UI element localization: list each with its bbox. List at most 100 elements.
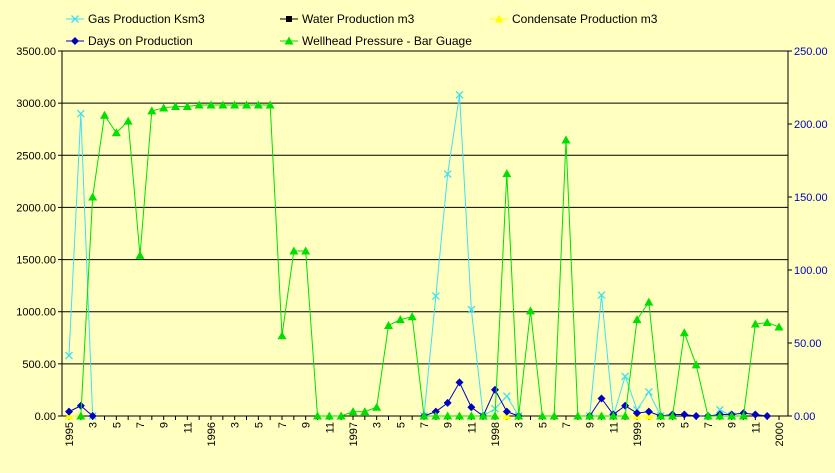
- series-layer: [64, 90, 784, 420]
- data-point: [348, 407, 358, 416]
- data-point: [620, 411, 630, 420]
- data-point: [751, 410, 760, 419]
- data-point: [597, 411, 606, 420]
- gridlines: [62, 50, 788, 365]
- data-point: [265, 100, 275, 109]
- data-point: [467, 403, 476, 412]
- x-tick-label: 5: [253, 422, 265, 428]
- legend-label: Gas Production Ksm3: [88, 12, 205, 26]
- data-point: [526, 306, 535, 315]
- x-tick-label: 9: [443, 422, 455, 428]
- data-point: [218, 100, 228, 109]
- data-point: [644, 388, 653, 396]
- x-tick-label: 3: [372, 422, 384, 428]
- data-point: [739, 411, 748, 420]
- data-point: [384, 320, 393, 329]
- legend: Gas Production Ksm3 Water Production m3 Co…: [66, 12, 658, 48]
- left-tick-label: 1500.00: [16, 255, 56, 267]
- data-point: [455, 411, 464, 420]
- left-tick-label: 2500.00: [16, 150, 56, 162]
- right-tick-label: 50.00: [794, 338, 822, 350]
- data-point: [159, 103, 169, 112]
- data-point: [147, 106, 157, 115]
- data-point: [443, 398, 452, 407]
- x-tick-label: 9: [301, 422, 313, 428]
- data-point: [171, 101, 180, 110]
- data-point: [774, 322, 784, 331]
- data-point: [65, 407, 73, 416]
- series-line: [589, 397, 768, 417]
- data-point: [372, 402, 382, 411]
- data-point: [763, 412, 772, 420]
- x-tick-label: 1996: [206, 422, 218, 446]
- x-tick-label: 1995: [64, 422, 76, 446]
- legend-item-gas-production-ksm3: Gas Production Ksm3: [66, 12, 205, 26]
- right-tick-label: 100.00: [794, 265, 828, 277]
- right-tick-label: 0.00: [794, 411, 815, 423]
- data-point: [537, 411, 547, 420]
- legend-label: Condensate Production m3: [512, 12, 658, 26]
- data-point: [194, 100, 204, 109]
- x-tick-label: 11: [182, 422, 194, 433]
- data-point: [242, 100, 251, 109]
- x-tick-label: 1997: [348, 422, 360, 446]
- x-tick-label: 7: [419, 422, 431, 428]
- x-tick-label: 9: [585, 422, 597, 428]
- data-point: [679, 328, 689, 337]
- data-point: [455, 90, 464, 99]
- x-tick-label: 3: [88, 422, 100, 428]
- data-point: [206, 100, 216, 109]
- left-tick-label: 3500.00: [16, 46, 56, 58]
- data-point: [100, 110, 109, 119]
- data-point: [502, 169, 512, 178]
- x-tick-label: 2000: [774, 422, 786, 446]
- x-tick-label: 3: [514, 422, 526, 428]
- x-tick-label: 11: [324, 422, 336, 433]
- right-tick-label: 200.00: [794, 119, 828, 131]
- data-point: [585, 411, 595, 420]
- data-point: [750, 319, 760, 328]
- legend-marker: [494, 14, 504, 23]
- legend-item-days-on-production: Days on Production: [66, 34, 193, 48]
- x-tick-label: 5: [537, 422, 549, 428]
- data-point: [466, 411, 476, 420]
- data-point: [419, 411, 429, 420]
- left-tick-label: 0.00: [35, 411, 56, 423]
- data-point: [431, 292, 440, 301]
- left-tick-label: 2000.00: [16, 202, 56, 214]
- data-point: [76, 401, 85, 410]
- data-point: [692, 412, 701, 420]
- data-point: [490, 411, 500, 420]
- legend-item-condensate-production-m3: Condensate Production m3: [490, 12, 658, 26]
- x-tick-label: 1999: [632, 422, 644, 446]
- right-tick-label: 150.00: [794, 192, 828, 204]
- data-point: [644, 297, 654, 306]
- data-point: [549, 411, 559, 420]
- series-wellhead-pressure-bar-guage: [76, 100, 784, 420]
- data-point: [455, 378, 464, 387]
- data-point: [230, 100, 240, 109]
- data-point: [656, 411, 666, 420]
- data-point: [703, 411, 713, 420]
- data-point: [644, 407, 653, 416]
- x-tick-label: 11: [750, 422, 762, 433]
- data-point: [621, 372, 630, 381]
- x-tick-label: 7: [703, 422, 715, 428]
- data-point: [135, 250, 145, 259]
- left-tick-label: 3000.00: [16, 98, 56, 110]
- data-point: [182, 101, 192, 110]
- x-tick-label: 7: [135, 422, 147, 428]
- left-tick-label: 500.00: [22, 359, 56, 371]
- x-tick-label: 11: [608, 422, 620, 433]
- data-point: [76, 411, 86, 420]
- data-point: [597, 394, 606, 403]
- data-point: [597, 291, 606, 299]
- data-point: [668, 411, 677, 420]
- data-point: [502, 392, 511, 401]
- legend-label: Days on Production: [88, 34, 193, 48]
- legend-marker: [284, 36, 294, 45]
- data-point: [715, 405, 724, 414]
- x-tick-label: 3: [230, 422, 242, 428]
- data-point: [691, 360, 701, 369]
